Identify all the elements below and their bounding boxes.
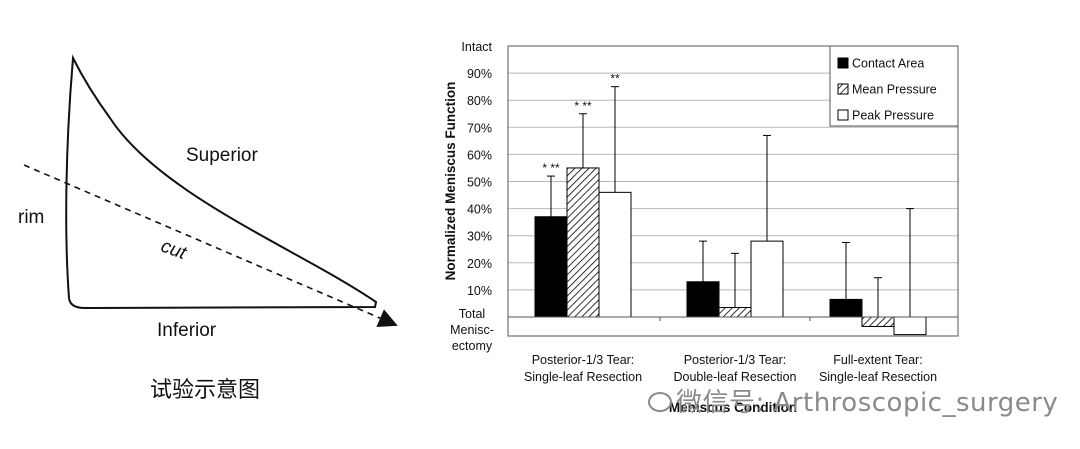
significance-label: * **: [574, 99, 592, 113]
label-superior: Superior: [186, 145, 258, 166]
diagram-caption: 试验示意图: [149, 378, 260, 403]
legend-label: Mean Pressure: [852, 83, 937, 97]
y-tick-label: 70%: [467, 121, 492, 135]
y-tick-label: 30%: [467, 230, 492, 244]
x-category-label: Full-extent Tear: Single-leaf Resection: [819, 353, 937, 384]
watermark-text: 微信号: Arthroscopic_surgery: [676, 388, 1059, 418]
x-category-label: Posterior-1/3 Tear: Double-leaf Resection: [674, 353, 797, 384]
wechat-icon: [648, 392, 672, 412]
bar-open: [893, 316, 927, 336]
legend-label: Contact Area: [852, 57, 924, 71]
meniscus-diagram: Superior rim cut Inferior: [18, 54, 398, 341]
bar-solid: [534, 216, 568, 318]
significance-label: * **: [542, 161, 560, 175]
bar-solid: [829, 298, 863, 318]
y-tick-label: 20%: [467, 257, 492, 271]
legend-swatch: [837, 83, 849, 95]
legend-box: [829, 45, 959, 127]
legend-label: Peak Pressure: [852, 109, 934, 123]
bar-open: [598, 191, 632, 318]
bar-hatched: [861, 316, 895, 327]
bar-hatched: [566, 167, 600, 318]
significance-label: **: [610, 72, 620, 86]
label-rim: rim: [18, 207, 44, 228]
y-tick-label: Intact: [461, 40, 492, 54]
meniscus-outline: [65, 54, 378, 310]
legend-swatch: [837, 109, 849, 121]
x-axis-label: Meniscus Condition: [669, 400, 797, 415]
plot-frame: [507, 45, 959, 337]
bar-solid: [686, 281, 720, 318]
watermark: 微信号: Arthroscopic_surgery: [648, 382, 1058, 419]
y-tick-label: 60%: [467, 148, 492, 162]
legend-swatch: [837, 57, 849, 69]
x-category-label: Posterior-1/3 Tear: Single-leaf Resection: [524, 353, 642, 384]
bar-open: [750, 240, 784, 318]
y-tick-label: 80%: [467, 94, 492, 108]
cut-line: [23, 164, 398, 327]
y-tick-label: 90%: [467, 67, 492, 81]
bar-hatched: [718, 307, 752, 318]
y-tick-label: 10%: [467, 284, 492, 298]
y-tick-label: Total Menisc-ectomy: [450, 307, 494, 353]
y-tick-label: 50%: [467, 176, 492, 190]
y-axis-label: Normalized Meniscus Function: [443, 82, 458, 281]
y-tick-label: 40%: [467, 203, 492, 217]
label-inferior: Inferior: [157, 320, 217, 341]
